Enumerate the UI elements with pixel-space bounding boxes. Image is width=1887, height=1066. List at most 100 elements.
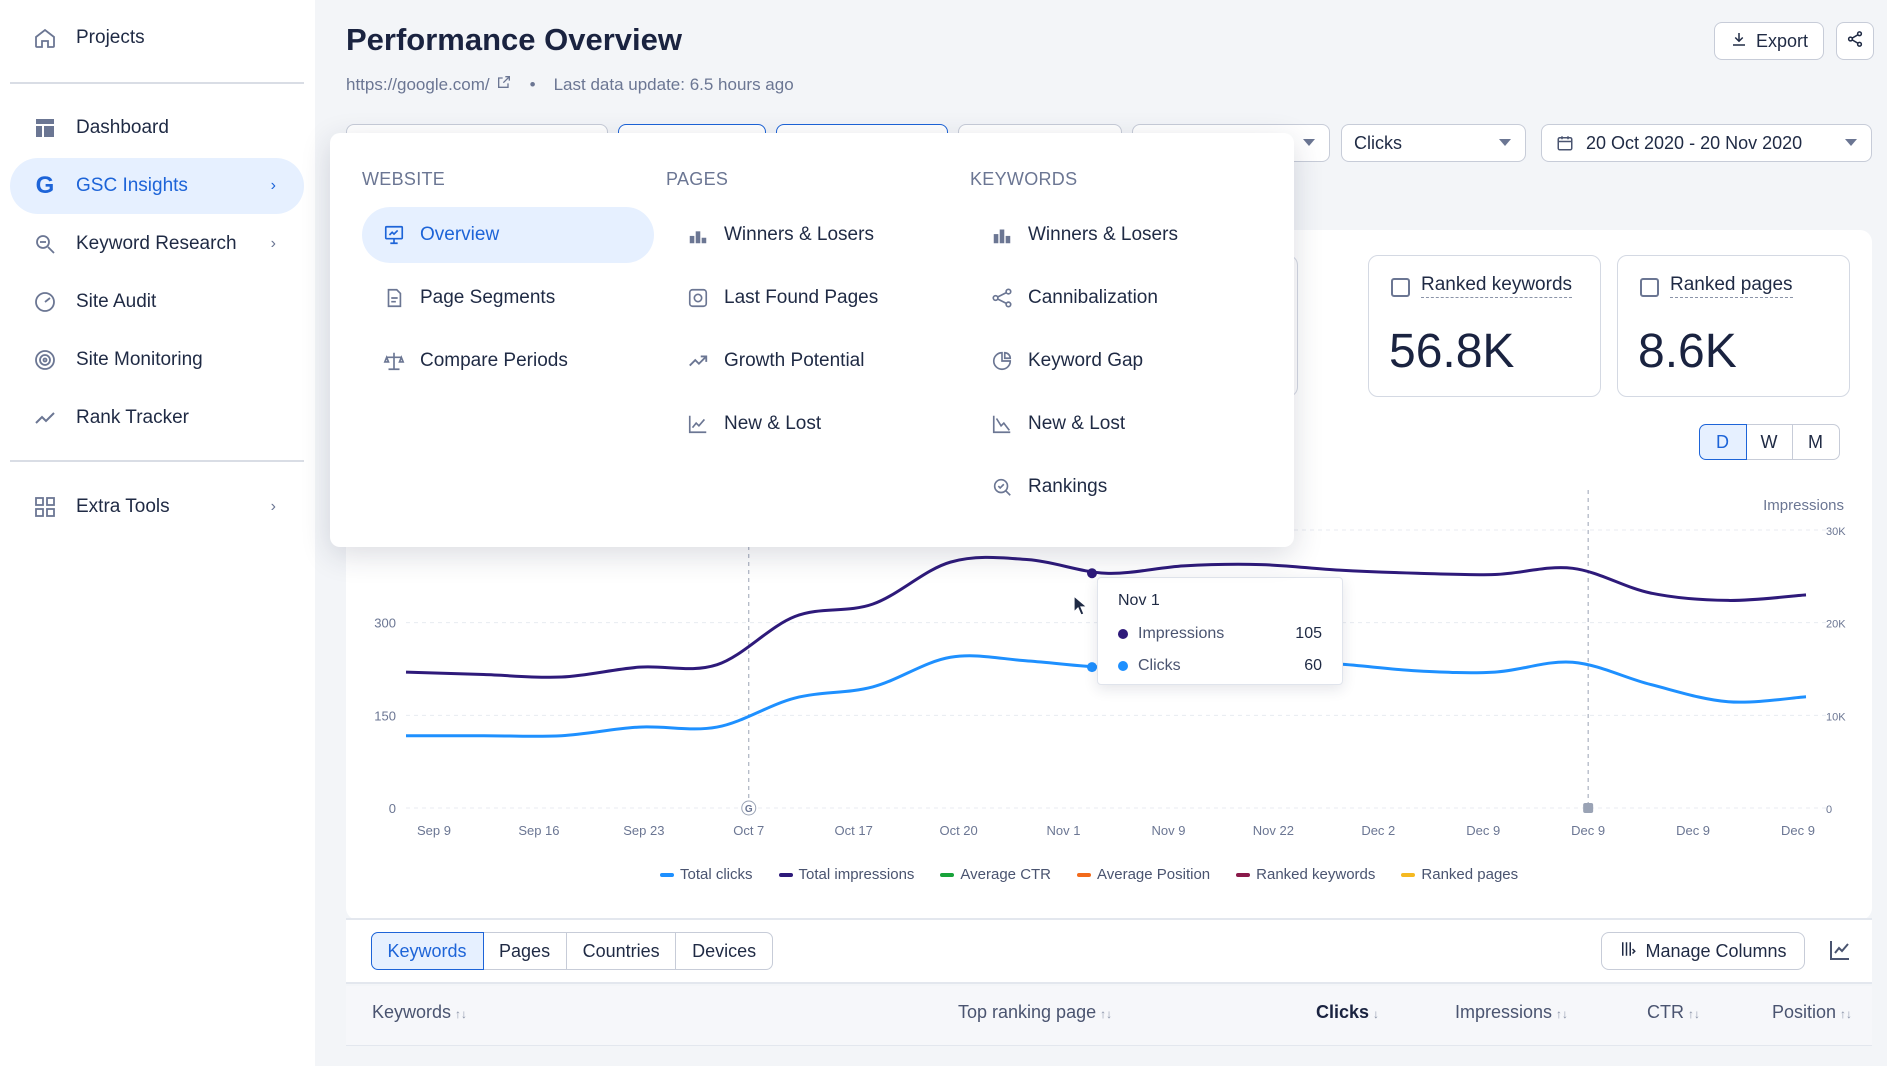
sidebar-item-label: Site Audit bbox=[76, 291, 157, 312]
column-header-label: Position bbox=[1772, 1002, 1837, 1022]
x-tick-label: Sep 23 bbox=[623, 823, 664, 838]
sidebar-item-site-monitoring[interactable]: Site Monitoring bbox=[10, 332, 304, 388]
menu-item-compare-periods[interactable]: Compare Periods bbox=[362, 333, 654, 389]
share-icon bbox=[1846, 30, 1864, 53]
sidebar-item-label: Keyword Research bbox=[76, 233, 237, 254]
chart-toggle-icon[interactable] bbox=[1828, 938, 1854, 964]
sidebar-item-label: Extra Tools bbox=[76, 496, 170, 517]
pie-chart-icon bbox=[990, 349, 1014, 373]
sidebar-item-keyword-research[interactable]: Keyword Research › bbox=[10, 216, 304, 272]
site-url-link[interactable]: https://google.com/ bbox=[346, 74, 490, 94]
x-tick-label: Sep 9 bbox=[417, 823, 451, 838]
export-button[interactable]: Export bbox=[1714, 22, 1824, 60]
legend-swatch bbox=[660, 872, 674, 877]
granularity-day[interactable]: D bbox=[1698, 424, 1747, 460]
column-header-label: Keywords bbox=[372, 1002, 452, 1022]
sort-icon: ↑↓ bbox=[1840, 1007, 1853, 1021]
annotation-google-icon: G bbox=[745, 804, 753, 815]
sidebar-item-projects[interactable]: Projects bbox=[10, 10, 304, 66]
sidebar-item-rank-tracker[interactable]: Rank Tracker bbox=[10, 390, 304, 446]
menu-item-keywords-winners-losers[interactable]: Winners & Losers bbox=[970, 207, 1262, 263]
menu-item-last-found-pages[interactable]: Last Found Pages bbox=[666, 270, 958, 326]
column-header-top-ranking-page[interactable]: Top ranking page ↑↓ bbox=[958, 1002, 1112, 1023]
sidebar-item-site-audit[interactable]: Site Audit bbox=[10, 274, 304, 330]
menu-item-keywords-new-lost[interactable]: New & Lost bbox=[970, 396, 1262, 452]
column-header-keywords[interactable]: Keywords ↑↓ bbox=[372, 1002, 467, 1023]
checkbox[interactable] bbox=[1640, 278, 1659, 297]
stat-card-ranked-pages[interactable]: Ranked pages 8.6K bbox=[1617, 255, 1850, 397]
legend-item-ranked-keywords[interactable]: Ranked keywords bbox=[1236, 866, 1375, 883]
sidebar-item-dashboard[interactable]: Dashboard bbox=[10, 100, 304, 156]
legend-item-average-position[interactable]: Average Position bbox=[1077, 866, 1210, 883]
x-tick-label: Dec 9 bbox=[1571, 823, 1605, 838]
sort-icon: ↑↓ bbox=[1688, 1007, 1700, 1021]
decline-chart-icon bbox=[990, 412, 1014, 436]
tab-keywords[interactable]: Keywords bbox=[370, 932, 484, 970]
sidebar-divider bbox=[10, 82, 304, 84]
tooltip-row-clicks: Clicks 60 bbox=[1118, 657, 1322, 675]
sidebar-divider bbox=[10, 460, 304, 462]
growth-icon bbox=[686, 349, 710, 373]
menu-item-pages-new-lost[interactable]: New & Lost bbox=[666, 396, 958, 452]
caret-down-icon bbox=[1845, 139, 1857, 146]
y-tick-right: 30K bbox=[1826, 526, 1846, 538]
tooltip-date: Nov 1 bbox=[1118, 592, 1160, 609]
chevron-right-icon: › bbox=[270, 235, 276, 252]
y-tick-right: 0 bbox=[1826, 804, 1832, 816]
manage-columns-button[interactable]: Manage Columns bbox=[1601, 932, 1805, 970]
date-range-picker[interactable]: 20 Oct 2020 - 20 Nov 2020 bbox=[1541, 124, 1872, 162]
granularity-month[interactable]: M bbox=[1791, 424, 1840, 460]
nodes-icon bbox=[990, 286, 1014, 310]
menu-heading-pages: PAGES bbox=[666, 169, 729, 189]
legend-item-total-clicks[interactable]: Total clicks bbox=[660, 866, 753, 883]
legend-item-ranked-pages[interactable]: Ranked pages bbox=[1401, 866, 1518, 883]
sidebar-item-gsc-insights[interactable]: G GSC Insights › bbox=[10, 158, 304, 214]
tab-devices[interactable]: Devices bbox=[675, 932, 774, 970]
google-icon: G bbox=[35, 172, 55, 199]
share-button[interactable] bbox=[1836, 22, 1874, 60]
calendar-icon bbox=[1556, 134, 1574, 152]
legend-swatch bbox=[1077, 872, 1092, 877]
x-tick-label: Dec 9 bbox=[1676, 823, 1710, 838]
y-tick-left: 300 bbox=[374, 616, 396, 631]
tab-pages[interactable]: Pages bbox=[482, 932, 568, 970]
checkbox[interactable] bbox=[1391, 278, 1410, 297]
legend-label: Average CTR bbox=[960, 866, 1052, 883]
menu-item-keyword-gap[interactable]: Keyword Gap bbox=[970, 333, 1262, 389]
external-link-icon[interactable] bbox=[496, 74, 512, 95]
legend-label: Average Position bbox=[1097, 866, 1211, 883]
sidebar-item-extra-tools[interactable]: Extra Tools › bbox=[10, 479, 304, 535]
legend-label: Total impressions bbox=[798, 866, 915, 883]
tab-countries[interactable]: Countries bbox=[565, 932, 677, 970]
x-tick-label: Nov 1 bbox=[1047, 823, 1081, 838]
stat-card-ranked-keywords[interactable]: Ranked keywords 56.8K bbox=[1368, 255, 1601, 397]
menu-item-label: New & Lost bbox=[1028, 413, 1126, 434]
y-tick-right: 20K bbox=[1826, 619, 1846, 631]
menu-item-rankings[interactable]: Rankings bbox=[970, 459, 1262, 515]
sidebar: Projects Dashboard G GSC Insights › Keyw… bbox=[0, 0, 315, 1066]
menu-item-label: Growth Potential bbox=[724, 350, 865, 371]
menu-item-overview[interactable]: Overview bbox=[362, 207, 654, 263]
menu-item-cannibalization[interactable]: Cannibalization bbox=[970, 270, 1262, 326]
x-tick-label: Dec 9 bbox=[1781, 823, 1815, 838]
column-header-impressions[interactable]: Impressions ↑↓ bbox=[1455, 1002, 1568, 1023]
legend-label: Ranked keywords bbox=[1256, 866, 1376, 883]
menu-item-growth-potential[interactable]: Growth Potential bbox=[666, 333, 958, 389]
trend-icon bbox=[32, 405, 58, 431]
monitoring-icon bbox=[32, 347, 58, 373]
menu-item-label: Compare Periods bbox=[420, 350, 568, 371]
column-header-position[interactable]: Position ↑↓ bbox=[1772, 1002, 1852, 1023]
x-tick-label: Sep 16 bbox=[518, 823, 559, 838]
column-header-label: Clicks bbox=[1316, 1002, 1370, 1022]
metric-select[interactable]: Clicks bbox=[1341, 124, 1526, 162]
page-subtitle: https://google.com/ • Last data update: … bbox=[346, 74, 794, 95]
column-header-ctr[interactable]: CTR ↑↓ bbox=[1647, 1002, 1700, 1023]
grid-icon bbox=[32, 494, 58, 520]
legend-swatch bbox=[1401, 872, 1416, 877]
legend-item-average-ctr[interactable]: Average CTR bbox=[940, 866, 1051, 883]
legend-item-total-impressions[interactable]: Total impressions bbox=[778, 866, 915, 883]
column-header-clicks[interactable]: Clicks ↓ bbox=[1316, 1002, 1379, 1023]
granularity-week[interactable]: W bbox=[1745, 424, 1793, 460]
menu-item-page-segments[interactable]: Page Segments bbox=[362, 270, 654, 326]
menu-item-pages-winners-losers[interactable]: Winners & Losers bbox=[666, 207, 958, 263]
